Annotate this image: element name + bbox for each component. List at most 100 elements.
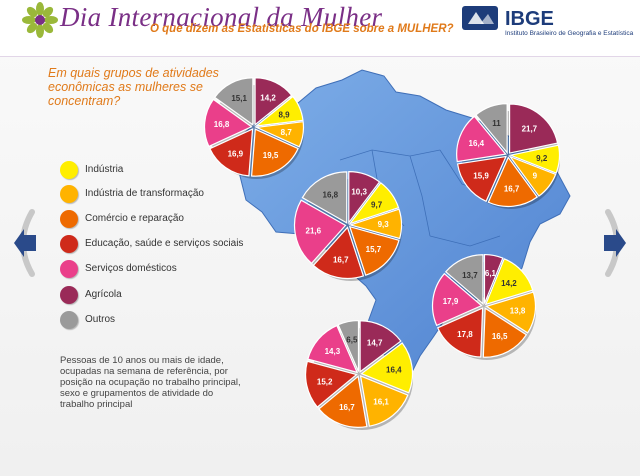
pie-slice: [305, 360, 358, 408]
pie-slice-label: 21,6: [306, 227, 322, 236]
pie-slice: [359, 320, 402, 373]
pie-slice: [203, 98, 253, 148]
pie-slice: [348, 208, 403, 240]
pie-slice-label: 16,8: [214, 120, 230, 129]
pie-slice: [348, 171, 381, 225]
pie-slice-label: 16,4: [386, 365, 402, 374]
previous-arrow-button[interactable]: [10, 208, 40, 278]
pie-slice-label: 14,3: [325, 347, 341, 356]
pie-slice-label: 13,7: [462, 271, 478, 280]
pie-slice: [508, 155, 557, 197]
pie-chart-4: 6,1 14,2 13,8 16,5 17,8 17,9 13,7: [431, 253, 537, 360]
pie-slice-label: 16,5: [492, 332, 508, 341]
pie-slice: [482, 307, 528, 358]
pie-slice-label: 16,9: [228, 150, 244, 159]
pie-slice-label: 16,7: [339, 403, 355, 412]
legend-swatch: [60, 185, 78, 203]
pie-slice: [475, 103, 508, 155]
pie-chart-5: 14,7 16,4 16,1 16,7 15,2 14,3 6,5: [305, 319, 414, 430]
legend-label: Indústria de transformação: [85, 188, 204, 199]
pie-slice-label: 11: [492, 119, 501, 128]
question-text: Em quais grupos de atividades econômicas…: [48, 66, 219, 108]
pie-slice: [444, 254, 484, 306]
pie-slice-label: 9,2: [536, 154, 548, 163]
pie-slice-label: 15,2: [317, 378, 333, 387]
pie-slice: [348, 225, 400, 276]
pie-slice-label: 9,7: [371, 201, 383, 210]
legend-label: Serviços domésticos: [85, 263, 177, 274]
pie-slice: [359, 374, 409, 427]
pie-slice: [508, 103, 559, 154]
pie-slice: [485, 291, 537, 334]
pie-slice-label: 14,2: [260, 94, 276, 103]
legend-swatch: [60, 286, 78, 304]
pie-slice: [318, 375, 368, 428]
pie-slice: [436, 307, 484, 358]
flower-logo-icon: [22, 2, 58, 38]
legend-label: Educação, saúde e serviços sociais: [85, 238, 244, 249]
legend-swatch: [60, 161, 78, 179]
pie-slice-label: 14,7: [367, 339, 383, 348]
pie-slice-label: 6,5: [346, 336, 358, 345]
pie-chart-2: 21,7 9,2 9 16,7 15,9 16,4 11: [456, 103, 561, 209]
ibge-logo-icon: [462, 6, 498, 30]
next-arrow-button[interactable]: [600, 208, 630, 278]
page-subtitle: O que dizem as Estatísticas do IBGE sobr…: [150, 23, 454, 35]
pie-slice: [301, 171, 348, 224]
pie-slice-label: 16,8: [323, 191, 339, 200]
ibge-logo-subtitle: Instituto Brasileiro de Geografia e Esta…: [505, 30, 634, 37]
arrow-right-icon: [604, 229, 626, 257]
pie-slice: [254, 121, 305, 148]
pie-slice-label: 9,3: [378, 220, 390, 229]
pie-slice: [250, 128, 299, 177]
legend-swatch: [60, 260, 78, 278]
pie-chart-3: 10,3 9,7 9,3 15,7 16,7 21,6 16,8: [293, 171, 403, 281]
legend-swatch: [60, 311, 78, 329]
pie-slice: [456, 155, 508, 203]
legend-label: Outros: [85, 314, 116, 325]
header: Dia Internacional da Mulher O que dizem …: [0, 0, 640, 57]
pie-slice: [293, 199, 347, 265]
page-title: Dia Internacional da Mulher: [60, 2, 383, 32]
pie-slice-label: 17,9: [443, 297, 459, 306]
pie-slice-label: 10,3: [351, 188, 367, 197]
pie-slice: [483, 253, 504, 304]
pie-slice-label: 15,7: [366, 245, 382, 254]
pie-slice-label: 15,9: [473, 172, 489, 181]
pie-slice-label: 17,8: [457, 330, 473, 339]
ibge-logo-text: IBGE: [505, 8, 554, 30]
pie-slice-label: 19,5: [263, 151, 279, 160]
pie-slice: [456, 115, 507, 163]
pie-slice: [360, 342, 414, 394]
footnote: Pessoas de 10 anos ou mais de idade, ocu…: [60, 355, 241, 410]
pie-slice: [254, 95, 304, 127]
pie-slice-label: 8,9: [278, 110, 290, 119]
legend-label: Agrícola: [85, 289, 122, 300]
pie-slice: [312, 226, 365, 280]
legend-label: Indústria: [85, 164, 124, 175]
pie-slice-label: 16,4: [469, 139, 485, 148]
pie-slice: [348, 181, 400, 225]
pie-slice: [213, 77, 254, 126]
pie-slice: [508, 144, 561, 174]
pie-slice-label: 6,1: [485, 269, 497, 278]
pie-slice-label: 21,7: [522, 125, 538, 134]
pie-slice-label: 9: [533, 172, 538, 181]
pie-slice: [337, 319, 360, 372]
pie-slice: [307, 324, 359, 374]
legend-label: Comércio e reparação: [85, 213, 184, 224]
arrow-left-icon: [14, 229, 36, 257]
pie-slice: [254, 77, 293, 126]
legend-swatch: [60, 210, 78, 228]
pie-slice-label: 16,7: [504, 185, 520, 194]
pie-slice-label: 13,8: [510, 307, 526, 316]
pie-slice: [487, 156, 539, 208]
pie-slice-label: 14,2: [501, 279, 517, 288]
pie-slice-label: 16,1: [373, 397, 389, 406]
pie-chart-1: 14,28,9 8,7 19,5 16,9 16,8 15,1: [203, 77, 305, 179]
pie-slice: [431, 272, 483, 327]
pie-slice-label: 8,7: [281, 128, 293, 137]
pie-slice-label: 16,7: [333, 255, 349, 264]
